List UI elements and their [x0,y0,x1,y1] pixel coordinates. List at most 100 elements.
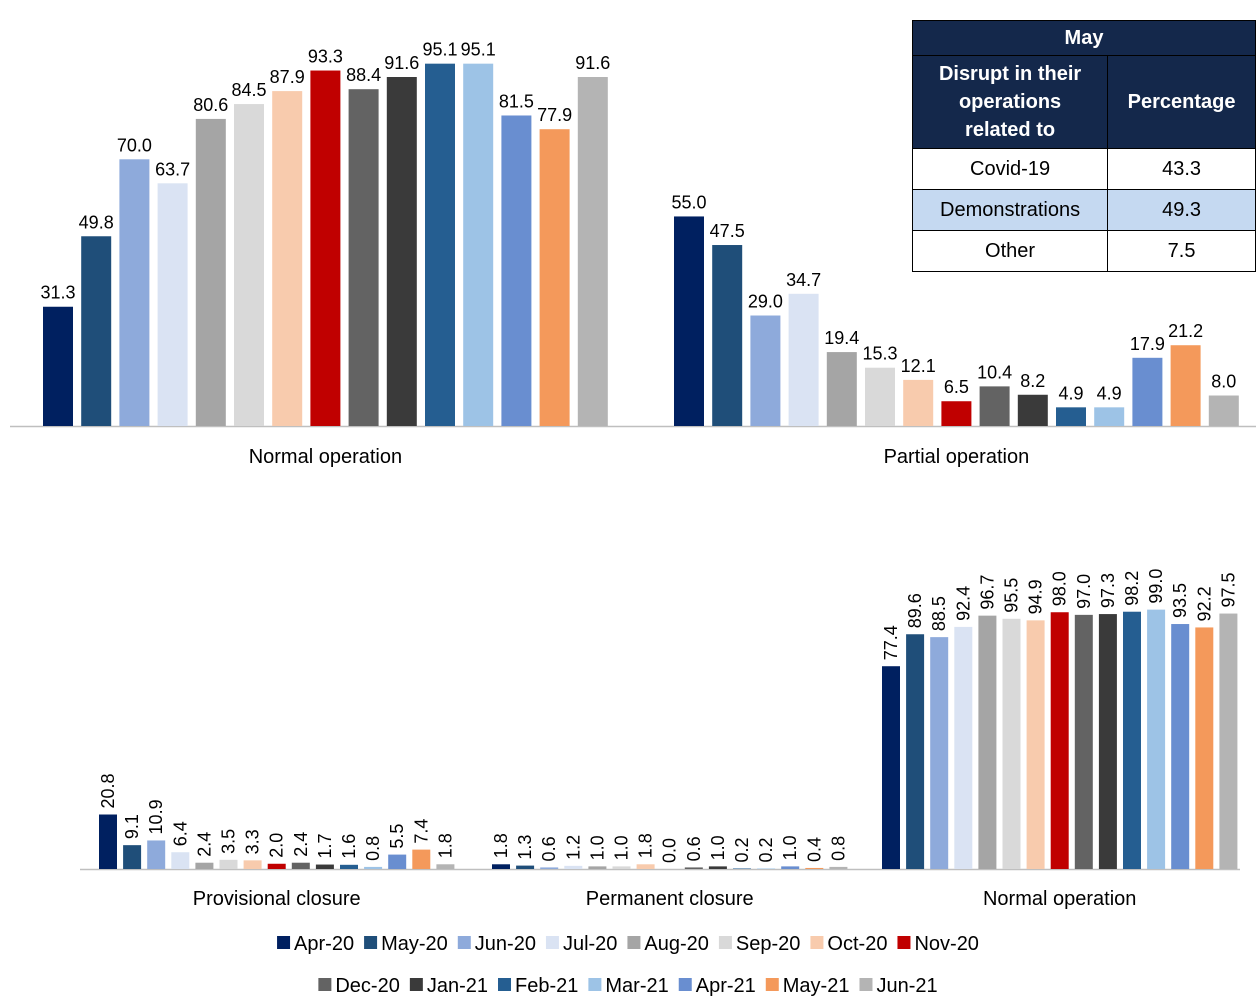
legend-swatch [765,978,779,991]
data-label: 7.4 [411,819,431,844]
bar-permanent-closure-jun-21 [829,866,848,869]
data-label: 70.0 [117,135,152,155]
bar-permanent-closure-may-21 [805,867,824,869]
legend-swatch [318,978,332,991]
data-label: 1.7 [315,834,335,859]
data-label: 4.9 [1058,383,1083,403]
legend-item-feb-21: Feb-21 [498,975,578,997]
data-label: 47.5 [710,221,745,241]
legend-swatch [859,978,873,991]
data-label: 93.5 [1170,583,1190,618]
table-header-percentage: Percentage [1107,55,1256,149]
table-header-row: Disrupt in their operations related to P… [911,55,1256,149]
data-label: 98.0 [1050,571,1070,606]
bar-normal-operation-dec-20 [348,89,379,427]
bar-provisional-closure-dec-20 [291,862,310,869]
data-label: 89.6 [905,593,925,628]
data-label: 0.2 [756,837,776,862]
bar-permanent-closure-jun-20 [540,867,559,869]
bar-permanent-closure-feb-21 [733,868,751,869]
bar-permanent-closure-sep-20 [612,866,631,869]
data-label: 1.0 [780,835,800,860]
bar-permanent-closure-apr-20 [492,864,510,869]
bar-partial-operation-aug-20 [826,352,857,426]
data-label: 1.8 [491,833,511,858]
data-label: 10.9 [146,799,166,834]
bar-normal-operation-oct-20 [272,91,303,426]
category-label: Permanent closure [586,888,754,910]
bar-provisional-closure-jan-21 [315,864,334,869]
bar-permanent-closure-mar-21 [757,868,776,869]
data-label: 31.3 [40,283,75,303]
legend-swatch [277,936,291,949]
bar-normal-operation-dec-20 [1074,614,1093,869]
table-cell-reason: Other [911,230,1109,272]
legend-swatch [457,936,471,949]
bar-provisional-closure-feb-21 [340,864,358,869]
bar-normal-operation-jul-20 [954,626,973,869]
data-label: 0.8 [363,836,383,861]
data-label: 0.6 [539,836,559,861]
legend-item-oct-20: Oct-20 [810,933,887,955]
data-label: 1.2 [563,835,583,860]
bar-normal-operation-jul-20 [157,183,188,426]
bar-normal-operation-may-21 [1195,627,1214,869]
bar-normal-operation-mar-21 [463,63,494,426]
bar-normal-operation-jan-21 [1098,614,1117,869]
table-header-reason-line: operations [958,91,1062,113]
bar-permanent-closure-dec-20 [684,867,703,869]
bar-provisional-closure-may-20 [123,845,142,869]
legend-item-may-20: May-20 [364,933,448,955]
data-label: 0.6 [684,836,704,861]
bar-provisional-closure-apr-20 [99,814,117,869]
bar-provisional-closure-jun-20 [147,840,166,869]
legend-item-jun-21: Jun-21 [859,975,938,997]
data-label: 0.2 [732,837,752,862]
legend-swatch [545,936,559,949]
data-label: 1.6 [339,834,359,859]
bar-normal-operation-apr-20 [43,306,73,426]
bar-provisional-closure-jun-21 [436,864,455,869]
legend-swatch [810,936,824,949]
data-label: 80.6 [193,95,228,115]
data-label: 92.4 [953,586,973,621]
legend-item-dec-20: Dec-20 [318,975,400,997]
table-cell-percentage: 43.3 [1107,148,1256,190]
legend-item-jul-20: Jul-20 [545,933,617,955]
legend-row: Apr-20 May-20 Jun-20 Jul-20 Aug-20 Sep-20 Oct-… [277,933,979,955]
bar-permanent-closure-may-20 [516,865,535,869]
data-label: 0.8 [828,836,848,861]
legend-item-jun-20: Jun-20 [457,933,536,955]
data-label: 97.5 [1218,573,1238,608]
data-label: 95.1 [461,40,496,60]
legend-label: Apr-21 [696,975,756,997]
disruption-table: May Disrupt in their operations related … [911,20,1256,272]
legend-label: Feb-21 [515,975,578,997]
table-cell-reason: Covid-19 [911,148,1109,190]
data-label: 19.4 [824,328,859,348]
data-label: 77.4 [881,625,901,660]
legend-swatch [588,978,602,991]
data-label: 3.5 [219,829,239,854]
data-label: 49.8 [79,212,114,232]
data-label: 8.2 [1020,371,1045,391]
data-label: 0.4 [804,837,824,862]
bar-partial-operation-nov-20 [941,401,972,426]
bar-partial-operation-sep-20 [865,367,895,426]
bar-permanent-closure-oct-20 [636,864,655,869]
data-label: 99.0 [1146,569,1166,604]
data-label: 17.9 [1130,334,1165,354]
legend-label: Jun-21 [876,975,937,997]
bar-normal-operation-jun-21 [1219,613,1238,869]
bar-normal-operation-oct-20 [1026,620,1045,869]
data-label: 2.0 [267,833,287,858]
table-header-reason-line: Disrupt in their [938,63,1082,85]
legend-item-may-21: May-21 [765,975,849,997]
legend-item-mar-21: Mar-21 [588,975,669,997]
bar-provisional-closure-oct-20 [243,860,262,869]
data-label: 20.8 [98,773,118,808]
bar-normal-operation-apr-21 [1171,624,1190,869]
data-label: 4.9 [1097,383,1122,403]
bar-normal-operation-sep-20 [234,104,264,427]
bar-normal-operation-feb-21 [1123,611,1141,869]
